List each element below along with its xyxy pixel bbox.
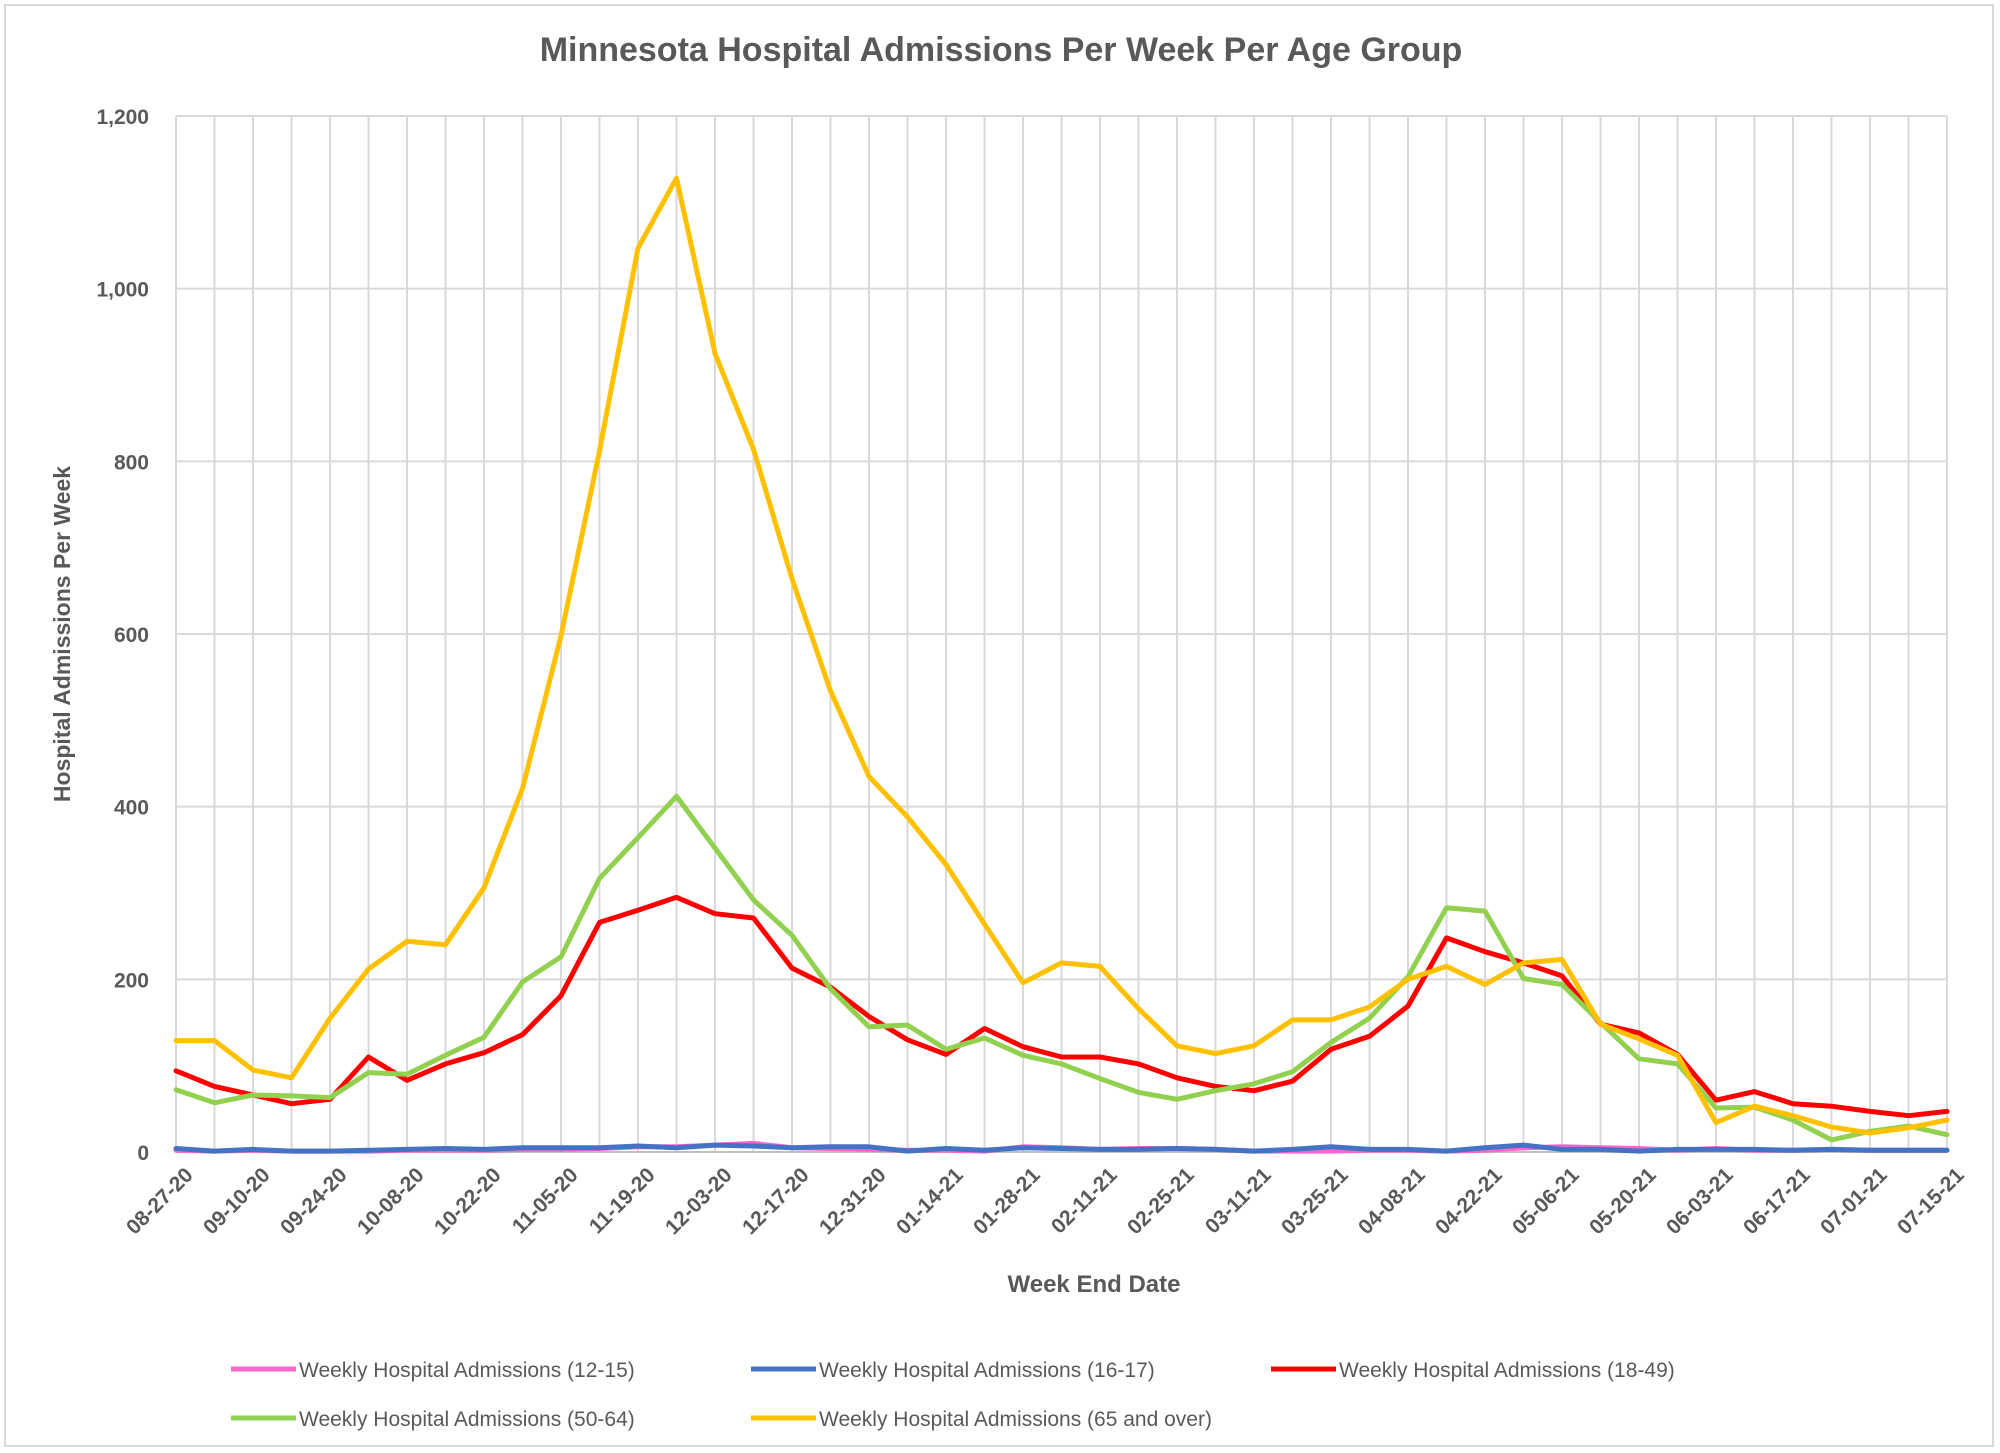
legend-label: Weekly Hospital Admissions (65 and over): [819, 1408, 1212, 1431]
series-line-5: [173, 175, 1950, 1136]
x-tick-label: 02-25-21: [1123, 1163, 1199, 1239]
series-line-4: [173, 793, 1950, 1143]
x-tick-label: 12-03-20: [661, 1163, 737, 1239]
x-tick-label: 07-15-21: [1893, 1163, 1969, 1239]
y-tick-label: 200: [114, 969, 149, 992]
x-axis-label: Week End Date: [1008, 1271, 1181, 1298]
x-tick-label: 06-03-21: [1662, 1163, 1738, 1239]
x-tick-label: 03-25-21: [1277, 1163, 1353, 1239]
chart-title: Minnesota Hospital Admissions Per Week P…: [540, 31, 1463, 69]
x-tick-label: 04-22-21: [1431, 1163, 1507, 1239]
y-tick-label: 1,200: [96, 106, 149, 129]
x-tick-label: 10-08-20: [353, 1163, 429, 1239]
legend-label: Weekly Hospital Admissions (18-49): [1339, 1359, 1675, 1382]
x-tick-label: 11-05-20: [508, 1163, 583, 1238]
legend-label: Weekly Hospital Admissions (12-15): [299, 1359, 635, 1382]
x-tick-label: 09-24-20: [276, 1163, 352, 1239]
x-tick-label: 01-14-21: [892, 1163, 968, 1239]
chart-svg: 0 200 400 600 800 1,000 1,200 08-27-20 09-10-20…: [49, 31, 1969, 1431]
y-tick-label: 800: [114, 451, 149, 474]
x-tick-label: 04-08-21: [1354, 1163, 1430, 1239]
y-axis-label: Hospital Admissions Per Week: [49, 466, 75, 802]
x-tick-label: 01-28-21: [969, 1163, 1045, 1239]
y-tick-label: 600: [114, 624, 149, 647]
series-line-3: [173, 894, 1950, 1119]
legend-label: Weekly Hospital Admissions (16-17): [819, 1359, 1155, 1382]
x-tick-label: 10-22-20: [430, 1163, 506, 1239]
x-tick-label: 12-31-20: [815, 1163, 891, 1239]
x-tick-label: 07-01-21: [1816, 1163, 1892, 1239]
x-tick-label: 12-17-20: [738, 1163, 814, 1239]
x-tick-label: 03-11-21: [1201, 1163, 1276, 1238]
x-tick-label: 09-10-20: [199, 1163, 275, 1239]
x-tick-label: 05-06-21: [1508, 1163, 1584, 1239]
y-tick-label: 1,000: [96, 279, 149, 302]
x-tick-label: 05-20-21: [1585, 1163, 1661, 1239]
x-tick-label: 02-11-21: [1047, 1163, 1122, 1238]
chart-frame: 0 200 400 600 800 1,000 1,200 08-27-20 09-10-20…: [4, 4, 1994, 1447]
y-tick-label: 0: [137, 1142, 149, 1165]
x-tick-label: 11-19-20: [585, 1163, 660, 1238]
series-line-2: [173, 1142, 1950, 1154]
x-tick-label: 06-17-21: [1739, 1163, 1815, 1239]
legend-label: Weekly Hospital Admissions (50-64): [299, 1408, 635, 1431]
y-tick-label: 400: [114, 797, 149, 820]
x-tick-label: 08-27-20: [122, 1163, 198, 1239]
